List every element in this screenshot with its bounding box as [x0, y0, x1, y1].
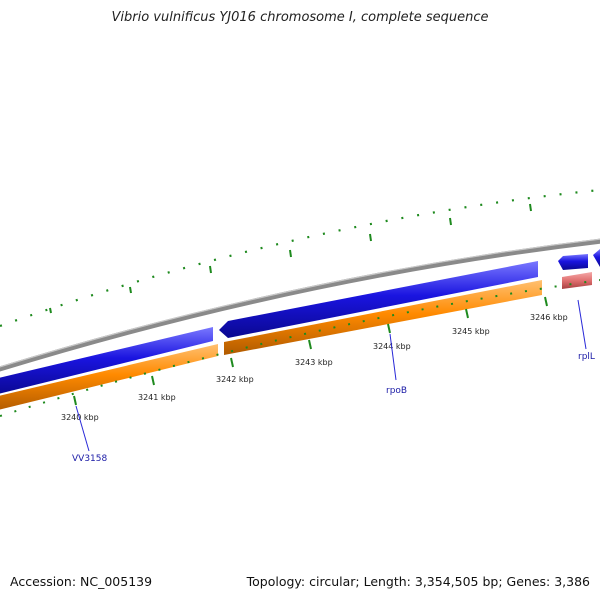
inner-tick-ring: [0, 279, 600, 417]
reverse-strand-cds: [0, 249, 600, 394]
kbp-label-3243: 3243 kbp: [295, 358, 333, 367]
cds-blue-3: [558, 254, 588, 270]
leader-rpll: [577, 299, 587, 350]
cds-blue-4: [593, 249, 600, 267]
rna-feature: [562, 272, 592, 289]
outer-minor-ticks: [0, 188, 600, 328]
cds-orange-2: [224, 280, 542, 355]
cds-orange-1: [0, 344, 218, 410]
backbone-circle: [0, 238, 600, 372]
gene-label-rpob[interactable]: rpoB: [386, 386, 407, 396]
cds-blue-1: [0, 327, 213, 394]
gene-label-vv3158[interactable]: VV3158: [72, 454, 107, 464]
gene-labels: VV3158 rpoB rplL: [72, 352, 595, 464]
outer-tick-ring: [0, 188, 600, 328]
cds-blue-rpob: [219, 261, 538, 338]
gene-label-rpll[interactable]: rplL: [578, 352, 595, 362]
accession-text: Accession: NC_005139: [10, 574, 153, 589]
leader-vv3158: [75, 405, 90, 452]
kbp-label-3245: 3245 kbp: [452, 327, 490, 336]
map-title: Vibrio vulnificus YJ016 chromosome I, co…: [111, 10, 489, 25]
kbp-label-3240: 3240 kbp: [61, 413, 99, 422]
gene-leader-lines: [75, 299, 587, 452]
outer-major-ticks: [49, 203, 532, 314]
kbp-label-3246: 3246 kbp: [530, 313, 568, 322]
leader-rpob: [389, 333, 397, 381]
summary-text: Topology: circular; Length: 3,354,505 bp…: [246, 574, 590, 589]
kbp-label-3241: 3241 kbp: [138, 393, 176, 402]
inner-major-ticks: [73, 296, 548, 406]
kbp-label-3242: 3242 kbp: [216, 375, 254, 384]
